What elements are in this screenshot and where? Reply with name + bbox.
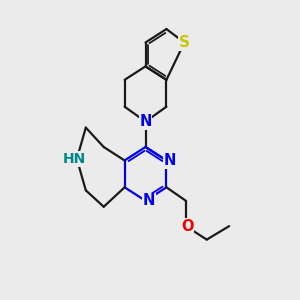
Text: N: N — [139, 114, 152, 129]
Text: HN: HN — [63, 152, 86, 166]
Text: N: N — [164, 153, 176, 168]
Text: O: O — [181, 219, 194, 234]
Text: N: N — [143, 193, 155, 208]
Text: S: S — [179, 35, 190, 50]
